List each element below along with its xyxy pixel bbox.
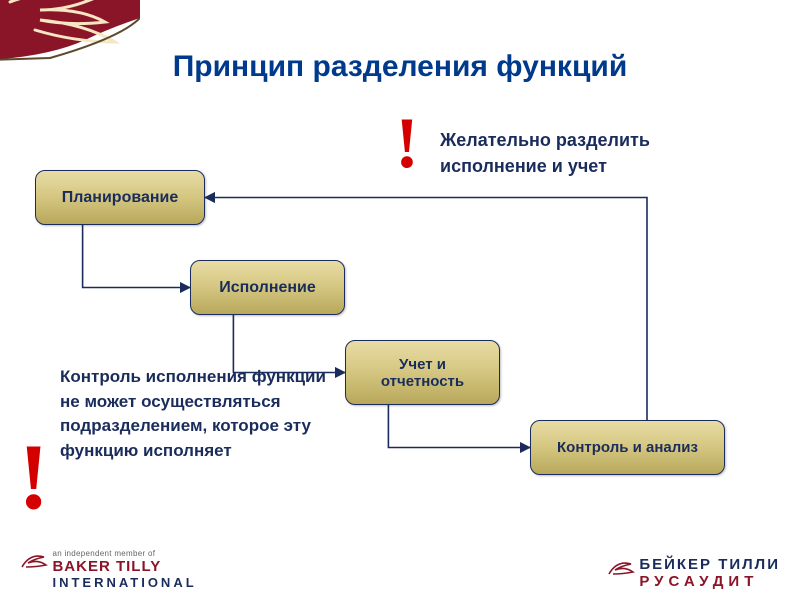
node-accounting: Учет иотчетность <box>345 340 500 405</box>
logo-swirl-icon <box>20 549 48 573</box>
title-text: Принцип разделения функций <box>173 50 628 83</box>
note-top: Желательно разделить исполнение и учет <box>440 127 750 179</box>
logo-baker-tilly-intl: an independent member of BAKER TILLY INT… <box>20 549 197 590</box>
logo-right-line2: РУСАУДИТ <box>639 573 780 590</box>
connectors <box>0 0 800 600</box>
note-top-text: Желательно разделить исполнение и учет <box>440 130 650 176</box>
node-execution: Исполнение <box>190 260 345 315</box>
page-title: Принцип разделения функций <box>0 50 800 84</box>
logo-left-intl: INTERNATIONAL <box>52 575 196 590</box>
logo-left-name: BAKER TILLY <box>52 558 196 575</box>
node-control: Контроль и анализ <box>530 420 725 475</box>
node-control-label: Контроль и анализ <box>557 439 698 456</box>
note-bottom-text: Контроль исполнения функции не может осу… <box>60 367 326 460</box>
logo-baker-tilly-ru: БЕЙКЕР ТИЛЛИ РУСАУДИТ <box>607 556 780 590</box>
note-bottom: Контроль исполнения функции не может осу… <box>60 365 340 464</box>
node-planning-label: Планирование <box>62 189 179 207</box>
exclaim-bottom: ! <box>18 440 49 515</box>
logo-right-line1: БЕЙКЕР ТИЛЛИ <box>639 556 780 573</box>
logo-swirl-icon <box>607 556 635 580</box>
exclaim-top: ! <box>395 115 419 173</box>
node-planning: Планирование <box>35 170 205 225</box>
logo-left-tagline: an independent member of <box>52 549 196 558</box>
node-execution-label: Исполнение <box>219 279 316 297</box>
